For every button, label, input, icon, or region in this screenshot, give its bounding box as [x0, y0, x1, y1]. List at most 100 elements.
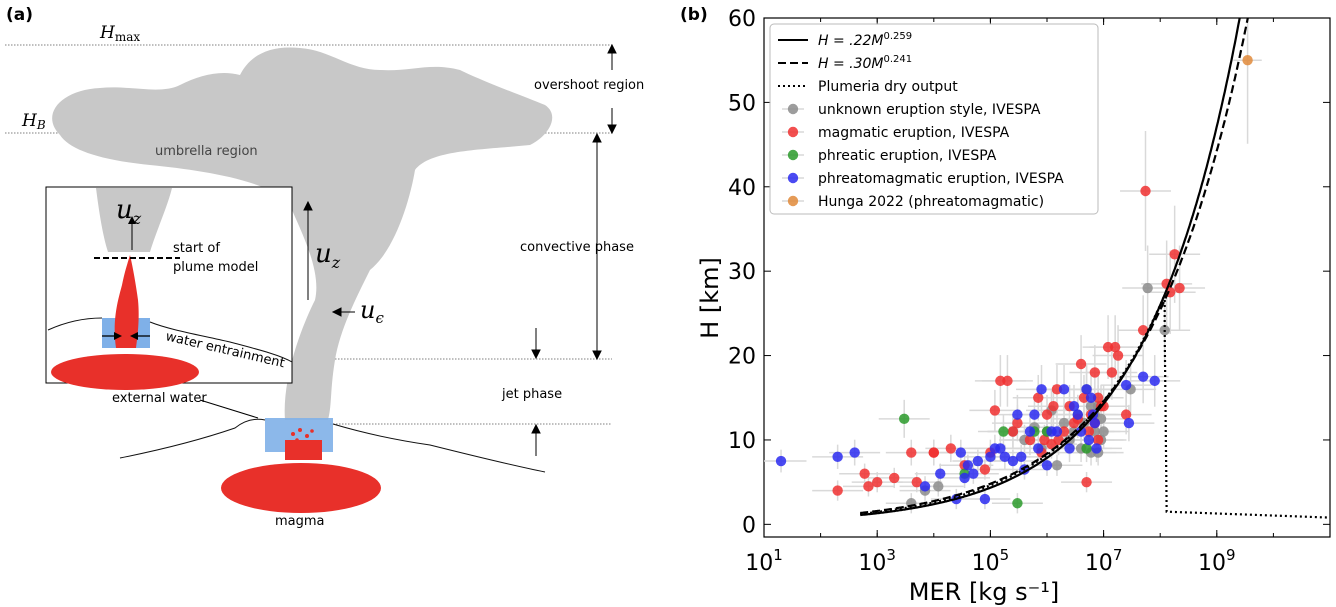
umbrella-label: umbrella region: [155, 144, 258, 159]
data-point: [972, 455, 984, 467]
data-point: [1140, 185, 1151, 197]
terrain-line: [119, 418, 546, 473]
data-point: [979, 493, 991, 505]
data-point: [1120, 379, 1132, 391]
legend-entry-label: Plumeria dry output: [818, 79, 958, 95]
y-axis-label: H [km]: [696, 257, 724, 339]
data-point: [1142, 282, 1153, 294]
data-point: [889, 472, 900, 484]
data-point: [1137, 325, 1149, 336]
y-tick-label: 30: [728, 260, 756, 285]
panel-a-diagram: (a) Hmax HB overshoot region umbrella re…: [5, 5, 644, 529]
inset-panel: [45, 186, 293, 390]
data-point: [872, 476, 883, 488]
legend-marker: [787, 103, 799, 115]
inset-start-label-2: plume model: [173, 260, 258, 275]
data-point: [989, 405, 1001, 416]
h-b-label: HB: [21, 111, 46, 132]
h-max-label: Hmax: [99, 23, 140, 44]
inset-uz-label: uz: [116, 195, 142, 228]
y-tick-label: 0: [742, 513, 756, 538]
magma-fragments: [291, 428, 314, 442]
data-point: [899, 413, 910, 425]
data-point: [1024, 434, 1036, 446]
data-point: [1092, 434, 1104, 446]
y-tick-label: 20: [728, 345, 756, 370]
data-point: [1169, 249, 1180, 260]
panel-b-label: (b): [680, 5, 708, 25]
inset-start-label-1: start of: [173, 241, 220, 256]
data-point: [849, 447, 860, 458]
data-point: [1051, 426, 1063, 437]
jet-label: jet phase: [501, 387, 562, 402]
data-point: [1083, 426, 1095, 437]
region-arrows: [199, 43, 617, 456]
panel-b-chart: (b) 101 103 105 107 109 0 10 20 30 40 50 60 H = .22M…: [680, 5, 1331, 606]
data-point: [1002, 375, 1013, 387]
data-point: [1089, 367, 1101, 378]
plot-area: 101 103 105 107 109 0 10 20 30 40 50 60 H = .22M0.25…: [728, 7, 1331, 576]
data-point: [1012, 498, 1023, 509]
external-water-label: external water: [112, 391, 207, 406]
magma-conduit: [285, 440, 322, 460]
plume-cloud: [52, 47, 553, 420]
magma-chamber: [221, 463, 381, 513]
y-tick-label: 10: [728, 429, 756, 454]
data-point: [979, 464, 991, 475]
data-point: [832, 485, 843, 496]
data-point: [995, 443, 1006, 454]
data-point: [1012, 417, 1023, 429]
data-point: [962, 460, 974, 471]
data-point: [1081, 476, 1092, 488]
data-point: [1089, 417, 1101, 429]
data-point: [1072, 409, 1083, 420]
x-tick-label: 105: [972, 546, 1010, 576]
data-point: [1091, 443, 1102, 454]
legend-marker: [787, 149, 799, 161]
data-point: [1075, 426, 1087, 437]
x-tick-label: 109: [1198, 546, 1236, 576]
data-point: [1036, 384, 1047, 395]
data-point: [1075, 358, 1087, 370]
data-point: [1174, 282, 1185, 294]
data-point: [1081, 443, 1092, 454]
data-point: [832, 451, 843, 463]
data-point: [911, 476, 922, 488]
data-point: [1109, 341, 1121, 353]
data-point: [1068, 400, 1080, 412]
data-point: [999, 451, 1011, 463]
data-point: [945, 443, 957, 454]
data-point: [859, 468, 870, 479]
data-point: [1015, 451, 1027, 463]
magma-label: magma: [275, 514, 325, 529]
data-point: [1081, 384, 1092, 395]
legend-entry-label: unknown eruption style, IVESPA: [818, 102, 1041, 118]
data-point: [1012, 409, 1023, 420]
legend-marker: [787, 195, 799, 207]
curve-line: [860, 294, 1330, 519]
data-point: [1064, 443, 1075, 454]
x-tick-label: 103: [858, 546, 896, 576]
data-point: [1112, 350, 1124, 361]
data-point: [1051, 460, 1063, 471]
data-point: [959, 472, 970, 484]
data-point: [1098, 400, 1109, 412]
convective-label: convective phase: [520, 240, 634, 255]
curve-line: [860, 18, 1249, 515]
data-point: [1058, 384, 1070, 395]
data-point: [1120, 409, 1132, 420]
data-point: [1007, 426, 1019, 437]
data-point: [933, 481, 944, 492]
data-point: [775, 455, 787, 467]
data-point: [968, 468, 979, 479]
legend-entry-label: H = .30M0.241: [818, 54, 912, 72]
data-point: [1085, 392, 1097, 403]
legend-marker: [787, 172, 799, 184]
x-tick-label: 101: [745, 546, 783, 576]
curve-line: [860, 18, 1241, 517]
legend-marker: [787, 126, 799, 138]
data-point: [1029, 409, 1040, 420]
data-point: [1041, 409, 1053, 420]
data-point: [928, 447, 939, 458]
data-point: [1007, 455, 1019, 467]
